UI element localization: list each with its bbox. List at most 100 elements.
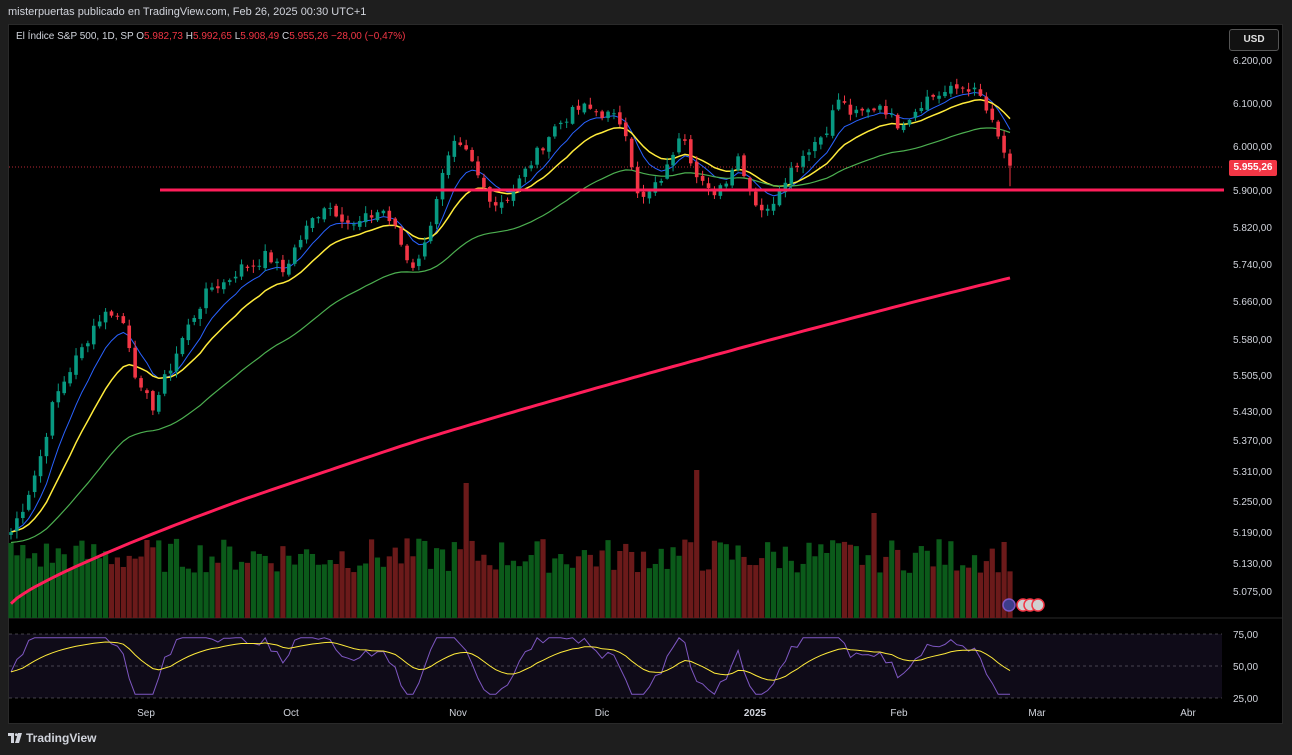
volume-bar — [374, 557, 381, 618]
candle-body — [369, 215, 374, 218]
candle-body — [405, 245, 409, 261]
volume-bar — [238, 561, 245, 618]
candle-body — [824, 133, 829, 135]
volume-bar — [138, 556, 144, 618]
candle-body — [304, 225, 309, 240]
candle-body — [706, 183, 711, 188]
candle-body — [931, 94, 935, 97]
candle-body — [558, 122, 563, 125]
candle-body — [919, 108, 924, 112]
volume-bar — [233, 569, 239, 618]
volume-bar — [292, 564, 298, 618]
candle-body — [91, 325, 96, 345]
volume-bar — [132, 558, 138, 618]
candle-body — [381, 210, 386, 214]
volume-bar — [262, 555, 268, 618]
volume-bar — [995, 572, 1001, 618]
rsi-ma-line — [10, 641, 1011, 681]
candle-body — [21, 511, 25, 519]
candle-body — [978, 89, 983, 96]
volume-bar — [120, 566, 126, 618]
volume-bar — [900, 570, 907, 618]
volume-bar — [404, 538, 410, 618]
volume-bar — [493, 569, 499, 618]
volume-bar — [126, 555, 132, 618]
candle-body — [168, 370, 173, 374]
rsi-tick-label: 25,00 — [1233, 694, 1258, 705]
volume-bar — [918, 546, 924, 618]
volume-bar — [156, 540, 162, 618]
volume-bar — [256, 553, 262, 618]
volume-bar — [948, 541, 954, 618]
volume-bar — [380, 566, 387, 618]
volume-bar — [717, 542, 723, 618]
candle-body — [186, 324, 191, 341]
volume-bar — [339, 551, 345, 618]
volume-bar — [912, 552, 919, 618]
candle-body — [1002, 135, 1006, 153]
volume-bar — [629, 551, 635, 618]
volume-bar — [333, 564, 339, 618]
candle-body — [192, 317, 197, 322]
volume-bar — [575, 556, 582, 618]
candle-body — [830, 110, 835, 136]
volume-bar — [634, 572, 641, 618]
candle-body — [901, 125, 906, 131]
symbol-legend: El Índice S&P 500, 1D, SP O5.982,73 H5.9… — [16, 31, 406, 42]
candle-body — [251, 265, 256, 267]
candle-body — [115, 315, 120, 317]
price-tick-label: 5.740,00 — [1233, 260, 1272, 271]
volume-bar — [191, 572, 197, 618]
time-tick-label: Sep — [137, 708, 155, 719]
currency-button[interactable]: USD — [1229, 29, 1279, 51]
volume-bar — [428, 568, 434, 618]
volume-bar — [711, 540, 718, 618]
volume-bar — [700, 570, 706, 618]
candle-body — [121, 316, 126, 324]
candle-body — [612, 113, 616, 115]
low-value: 5.908,49 — [240, 31, 280, 42]
candle-body — [151, 391, 155, 411]
volume-bar — [67, 569, 73, 618]
candle-body — [499, 202, 504, 208]
volume-bar — [794, 572, 800, 618]
tradingview-brand[interactable]: TradingView — [8, 731, 96, 745]
volume-bar — [227, 546, 233, 618]
volume-bar — [871, 513, 877, 618]
candle-body — [482, 177, 486, 188]
candle-body — [50, 402, 55, 436]
volume-bar — [162, 571, 168, 618]
candle-body — [446, 155, 451, 176]
candle-body — [789, 167, 794, 185]
volume-bar — [469, 540, 475, 618]
candle-body — [275, 261, 279, 264]
candle-body — [777, 190, 782, 206]
candle-body — [162, 374, 167, 394]
price-axis: 6.200,00 6.100,00 6.000,00 5.900,00 5.820,00… — [1233, 56, 1272, 598]
candle-body — [204, 288, 208, 309]
volume-bar — [605, 540, 611, 618]
candle-body — [1008, 153, 1012, 166]
candle-body — [653, 182, 658, 193]
price-tick-label: 5.190,00 — [1233, 528, 1272, 539]
rsi-pane: 75,00 50,00 25,00 — [9, 630, 1258, 705]
candle-body — [156, 395, 161, 412]
candle-body — [836, 99, 841, 110]
candle-body — [44, 436, 49, 457]
candle-body — [641, 191, 646, 197]
volume-bar — [1001, 541, 1007, 618]
candle-body — [38, 456, 43, 477]
price-tick-label: 6.100,00 — [1233, 99, 1272, 110]
volume-bar — [504, 565, 511, 618]
volume-bar — [936, 539, 942, 618]
rsi-band — [9, 634, 1222, 698]
candle-body — [198, 308, 202, 319]
event-icons — [1002, 598, 1045, 612]
time-tick-label: Dic — [595, 708, 609, 719]
price-tick-label: 5.820,00 — [1233, 223, 1272, 234]
candle-body — [334, 205, 338, 217]
candle-body — [937, 95, 941, 99]
candle-body — [842, 101, 847, 103]
ma-mid-line — [10, 99, 1011, 533]
